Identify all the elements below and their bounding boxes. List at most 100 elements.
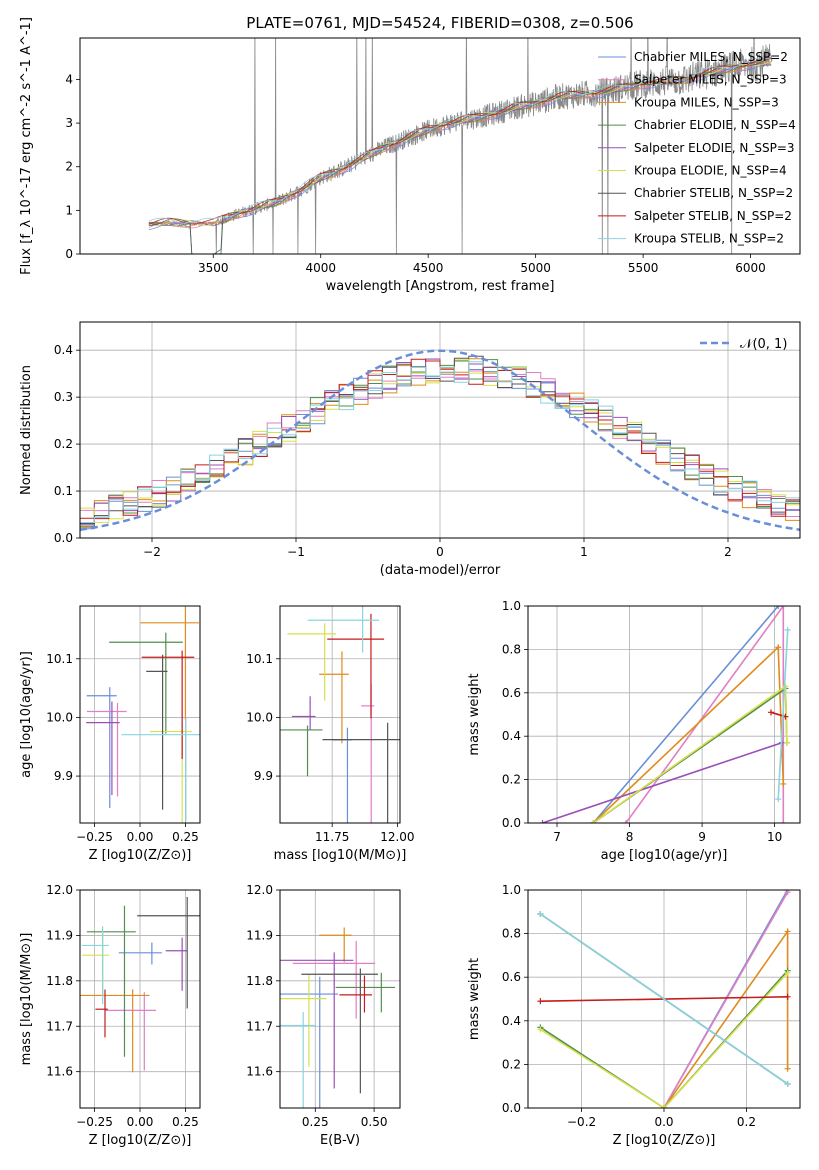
spectrum-xtick-label-0: 3500 — [198, 261, 229, 275]
age_vs_Z-plot-area — [86, 606, 200, 823]
weight_vs_age-ytick-label-2: 0.4 — [502, 729, 521, 743]
weight_vs_Z-marker-kroupa_stelib-1 — [784, 1081, 791, 1088]
mass_vs_Z-plot-area — [80, 896, 200, 1073]
weight_vs_Z-series-kroupa_stelib — [539, 913, 789, 1085]
residual-hist-chabrier_stelib — [80, 355, 800, 524]
weight_vs_age-marker-salpeter_miles-1 — [780, 606, 787, 609]
legend-label-salpeter_stelib: Salpeter STELIB, N_SSP=2 — [634, 209, 792, 223]
weight_vs_age-marker-salpeter_miles-0 — [622, 820, 629, 823]
legend-label-kroupa_stelib: Kroupa STELIB, N_SSP=2 — [634, 232, 784, 246]
weight_vs_age-ytick-label-3: 0.6 — [502, 686, 521, 700]
weight_vs_Z-marker-kroupa_elodie-1 — [661, 1105, 667, 1108]
legend-label-chabrier_miles: Chabrier MILES, N_SSP=2 — [634, 50, 788, 64]
spectrum-ytick-label-1: 1 — [65, 203, 73, 217]
mass_vs_Z-ytick-label-4: 12.0 — [46, 883, 73, 897]
weight_vs_Z-series-chabrier_elodie — [539, 970, 789, 1108]
mass_vs_ebv-ytick-label-4: 12.0 — [246, 883, 273, 897]
legend-label-chabrier_stelib: Chabrier STELIB, N_SSP=2 — [634, 186, 793, 200]
mass_vs_Z-ytick-label-0: 11.6 — [46, 1065, 73, 1079]
weight_vs_Z-marker-salpeter_stelib-1 — [784, 993, 791, 1000]
age_vs_mass-ytick-label-1: 10.0 — [246, 710, 273, 724]
residuals-xtick-label-0: −2 — [143, 545, 161, 559]
weight_vs_Z-plot-area — [537, 890, 791, 1108]
mass_vs_Z-ytick-label-2: 11.8 — [46, 974, 73, 988]
weight_vs_age-ylabel: mass weight — [467, 673, 482, 755]
residuals-xtick-label-2: 0 — [436, 545, 444, 559]
weight_vs_age-xtick-label-3: 10 — [767, 830, 782, 844]
age_vs_mass-ytick-label-2: 10.1 — [246, 652, 273, 666]
weight_vs_age-frame — [527, 605, 801, 824]
spectrum-model-chabrier_stelib — [148, 58, 772, 254]
panel-spectrum: Chabrier MILES, N_SSP=2 Salpeter MILES, N… — [19, 17, 801, 294]
age_vs_Z-ytick-label-2: 10.1 — [46, 652, 73, 666]
spectrum-ytick-label-3: 3 — [65, 116, 73, 130]
spectrum-ytick-label-4: 4 — [65, 72, 73, 86]
age_vs_mass-frame — [279, 605, 401, 824]
weight_vs_age-marker-salpeter_elodie-0 — [539, 820, 546, 823]
weight_vs_age-plot-area — [539, 606, 791, 823]
residuals-ylabel: Normed distribution — [19, 365, 34, 495]
mass_vs_Z-ytick-label-1: 11.7 — [46, 1019, 73, 1033]
weight_vs_Z-ytick-label-3: 0.6 — [502, 970, 521, 984]
weight_vs_age-series-kroupa_elodie — [592, 684, 788, 823]
spectrum-xtick-label-2: 4500 — [413, 261, 444, 275]
weight_vs_Z-ylabel: mass weight — [467, 958, 482, 1040]
mass_vs_Z-xtick-label-2: 0.25 — [172, 1115, 199, 1129]
mass_vs_ebv-ytick-label-0: 11.6 — [246, 1065, 273, 1079]
weight_vs_Z-series-kroupa_elodie — [539, 972, 789, 1108]
mass_vs_ebv-ytick-label-1: 11.7 — [246, 1019, 273, 1033]
weight_vs_age-marker-kroupa_elodie-2 — [783, 739, 790, 746]
weight_vs_age-xtick-label-0: 7 — [553, 830, 561, 844]
panel-age_vs_mass: 11.75 12.00 9.9 10.0 10.1 mass [log10(M/M⊙)] — [246, 605, 415, 863]
weight_vs_Z-marker-kroupa_miles-1 — [784, 928, 791, 935]
panel-residuals: 𝒩(0, 1) −2 −1 0 1 2 0.0 0.1 0.2 0.3 0.4 (data-model… — [19, 321, 801, 578]
weight_vs_Z-xtick-label-1: 0.0 — [654, 1115, 673, 1129]
residuals-xlabel: (data-model)/error — [380, 563, 501, 578]
residuals-ytick-label-0: 0.0 — [54, 531, 73, 545]
legend-label-kroupa_miles: Kroupa MILES, N_SSP=3 — [634, 95, 779, 109]
weight_vs_Z-marker-kroupa_elodie-0 — [537, 1026, 544, 1033]
mass_vs_ebv-plot-area — [280, 927, 396, 1108]
weight_vs_age-xlabel: age [log10(age/yr)] — [601, 848, 728, 863]
weight_vs_age-marker-salpeter_stelib-0 — [767, 709, 774, 716]
age_vs_mass-xtick-label-1: 12.00 — [380, 830, 414, 844]
weight_vs_Z-marker-kroupa_stelib-0 — [537, 910, 544, 917]
mass_vs_ebv-xlabel: E(B-V) — [320, 1133, 360, 1148]
spectrum-xtick-label-5: 6000 — [735, 261, 766, 275]
mass_vs_ebv-ytick-label-2: 11.8 — [246, 974, 273, 988]
weight_vs_Z-marker-kroupa_miles-2 — [784, 1065, 791, 1072]
age_vs_mass-plot-area — [280, 606, 400, 823]
mass_vs_ebv-ytick-label-3: 11.9 — [246, 928, 273, 942]
age_vs_Z-xlabel: Z [log10(Z/Z⊙)] — [89, 848, 192, 863]
residual-hist-kroupa_stelib — [80, 361, 800, 523]
age_vs_Z-ytick-label-1: 10.0 — [46, 710, 73, 724]
spectrum-model-chabrier_elodie — [148, 61, 772, 254]
weight_vs_Z-marker-kroupa_elodie-2 — [784, 969, 791, 976]
mass_vs_ebv-xtick-label-0: 0.25 — [302, 1115, 329, 1129]
spectrum-xtick-label-4: 5500 — [628, 261, 659, 275]
weight_vs_age-xtick-label-2: 9 — [698, 830, 706, 844]
mass_vs_ebv-xtick-label-1: 0.50 — [361, 1115, 388, 1129]
spectrum-model-kroupa_stelib — [148, 57, 772, 224]
age_vs_mass-xlabel: mass [log10(M/M⊙)] — [274, 848, 407, 863]
legend-label-gaussian: 𝒩(0, 1) — [740, 337, 787, 352]
age_vs_mass-ytick-label-0: 9.9 — [254, 769, 273, 783]
legend-label-kroupa_elodie: Kroupa ELODIE, N_SSP=4 — [634, 164, 787, 178]
residual-hist-salpeter_stelib — [80, 358, 800, 520]
weight_vs_Z-xlabel: Z [log10(Z/Z⊙)] — [613, 1133, 716, 1148]
spectrum-ytick-label-0: 0 — [65, 247, 73, 261]
residuals-ytick-label-2: 0.2 — [54, 437, 73, 451]
weight_vs_Z-marker-salpeter_stelib-0 — [537, 998, 544, 1005]
mass_vs_ebv-frame — [279, 889, 401, 1109]
weight_vs_age-series-salpeter_elodie — [542, 741, 783, 823]
residuals-xtick-label-4: 2 — [724, 545, 732, 559]
legend-label-chabrier_elodie: Chabrier ELODIE, N_SSP=4 — [634, 118, 796, 132]
spectrum-plot-area — [148, 38, 773, 254]
weight_vs_age-marker-kroupa_elodie-1 — [782, 683, 789, 690]
legend-label-salpeter_miles: Salpeter MILES, N_SSP=3 — [634, 73, 787, 87]
panel-mass_vs_ebv: 0.25 0.50 11.6 11.7 11.8 11.9 12.0 E(B-V) — [246, 883, 401, 1148]
gaussian-curve — [80, 349, 800, 532]
age_vs_Z-ytick-label-0: 9.9 — [54, 769, 73, 783]
weight_vs_age-marker-salpeter_miles-2 — [780, 820, 787, 823]
